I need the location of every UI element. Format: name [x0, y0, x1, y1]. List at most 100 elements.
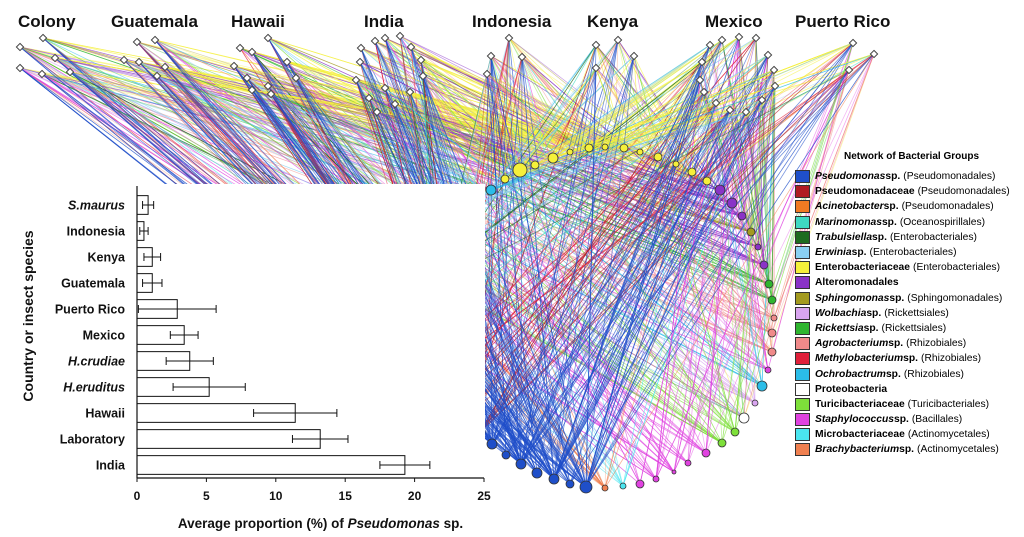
sample-node — [416, 55, 426, 65]
sample-node — [504, 33, 514, 43]
network-edge — [639, 53, 875, 153]
legend-group-suffix: sp. — [851, 247, 867, 259]
sample-node — [591, 63, 601, 73]
network-edge — [553, 69, 775, 480]
legend-item: Marinomonas sp. (Oceanospirillales) — [795, 215, 1020, 230]
network-edge — [479, 69, 850, 433]
legend-item: Trabulsiella sp. (Enterobacteriales) — [795, 230, 1020, 245]
network-edge — [508, 37, 743, 217]
bacterial-group-node — [746, 227, 756, 237]
sample-node — [717, 35, 727, 45]
sample-node — [517, 52, 527, 62]
category-label: H.crudiae — [68, 355, 125, 369]
legend-swatch — [795, 291, 810, 305]
network-edge — [442, 109, 731, 370]
network-edge — [436, 54, 769, 320]
legend-swatch — [795, 200, 810, 214]
bacterial-group-node — [754, 243, 762, 251]
network-edge — [771, 53, 875, 334]
network-edge — [486, 73, 522, 465]
network-edge — [486, 73, 625, 149]
network-edge — [585, 79, 701, 488]
network-edge — [394, 103, 625, 149]
country-label-guatemala: Guatemala — [111, 12, 198, 31]
bacterial-group-node — [486, 438, 498, 450]
network-edge — [750, 37, 757, 233]
legend-group-name: Proteobacteria — [815, 383, 888, 395]
network-edge — [267, 85, 707, 454]
legend-item: Ochrobactrum sp. (Rhizobiales) — [795, 366, 1020, 381]
network-edge — [673, 54, 769, 473]
sample-node — [697, 57, 707, 67]
legend-group-order: (Rickettsiales) — [884, 307, 949, 319]
network-edge — [585, 85, 776, 488]
sample-node — [266, 89, 276, 99]
network-edge — [673, 42, 854, 473]
category-label: Puerto Rico — [55, 303, 126, 317]
network-edge — [520, 61, 703, 465]
sample-node — [770, 81, 780, 91]
network-edge — [455, 69, 775, 232]
network-edge — [486, 73, 773, 353]
bacterial-group-node — [619, 143, 629, 153]
legend-group-suffix: sp. — [885, 171, 901, 183]
legend-swatch — [795, 413, 810, 427]
sample-node — [263, 81, 273, 91]
legend-group-suffix: sp. — [881, 216, 897, 228]
sample-node — [119, 55, 129, 65]
sample-node — [229, 61, 239, 71]
bacterial-group-node — [756, 380, 768, 392]
legend-item: Rickettsia sp. (Rickettsiales) — [795, 321, 1020, 336]
network-edge — [521, 56, 723, 444]
network-edge — [251, 89, 723, 444]
sample-node — [291, 73, 301, 83]
sample-node — [132, 37, 142, 47]
category-label: Laboratory — [60, 433, 125, 447]
legend-swatch — [795, 397, 810, 411]
bacterial-group-node — [515, 458, 527, 470]
sample-node — [282, 57, 292, 67]
sample-node — [380, 33, 390, 43]
legend-group-name: Ochrobactrum — [815, 368, 886, 380]
bacterial-group-node — [714, 184, 726, 196]
sample-node — [160, 62, 170, 72]
legend-swatch — [795, 367, 810, 381]
legend-item: Sphingomonas sp. (Sphingomonadales) — [795, 291, 1020, 306]
network-edge — [623, 42, 854, 149]
network-edge — [384, 87, 587, 488]
bacterial-group-node — [671, 469, 677, 475]
legend-group-order: (Bacillales) — [911, 414, 963, 426]
sample-node — [395, 31, 405, 41]
network-edge — [604, 91, 705, 489]
network-edge — [721, 69, 775, 444]
network-edge — [490, 69, 775, 191]
network-edge — [410, 46, 536, 166]
bacterial-group-node — [501, 450, 511, 460]
legend-group-order: (Rickettsiales) — [881, 322, 947, 334]
network-edge — [745, 111, 773, 301]
sample-node — [351, 75, 361, 85]
network-edge — [368, 97, 773, 334]
legend-group-suffix: sp. — [883, 201, 899, 213]
network-edge — [491, 37, 510, 445]
network-edge — [246, 77, 773, 334]
network-edge — [553, 42, 854, 480]
sample-node — [591, 40, 601, 50]
legend-group-suffix: sp. — [899, 444, 915, 456]
bacterial-group-node — [759, 260, 769, 270]
network-edge — [585, 55, 635, 488]
legend-group-name: Rickettsia — [815, 322, 864, 334]
network-edge — [520, 91, 705, 465]
y-axis-label: Country or insect species — [20, 230, 36, 401]
country-label-mexico: Mexico — [705, 12, 763, 31]
network-edge — [436, 37, 757, 302]
network-edge — [552, 39, 723, 159]
sample-node — [247, 85, 257, 95]
network-edge — [741, 85, 776, 217]
legend-group-name: Alteromonadales — [815, 277, 899, 289]
x-tick-label: 20 — [408, 489, 422, 503]
network-edge — [521, 56, 773, 301]
legend-item: Microbacteriaceae (Actinomycetales) — [795, 427, 1020, 442]
network-edge — [455, 109, 731, 404]
